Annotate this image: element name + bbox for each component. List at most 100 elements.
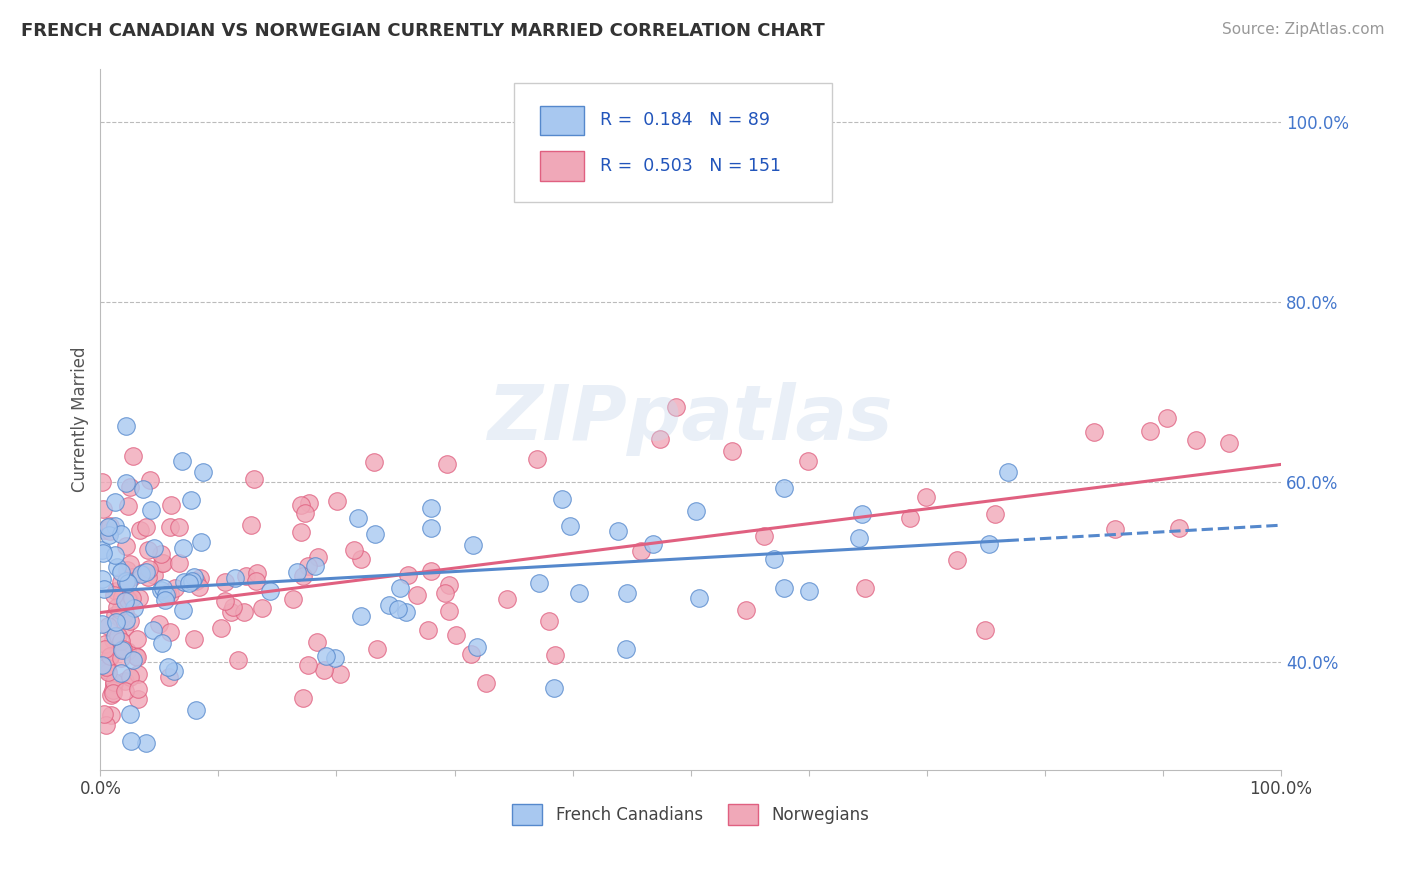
Point (172, 603, 194, 617)
Point (439, 578, 461, 592)
Point (797, 584, 820, 599)
Point (152, 581, 174, 595)
Point (1139, 424, 1161, 438)
Point (363, 527, 385, 541)
Point (156, 585, 179, 599)
Point (214, 574, 236, 589)
Point (188, 571, 211, 585)
Point (163, 665, 186, 679)
Point (209, 621, 232, 635)
Point (183, 570, 205, 584)
Point (763, 552, 786, 566)
Point (120, 734, 142, 748)
Point (136, 543, 159, 558)
Point (115, 575, 138, 590)
FancyBboxPatch shape (513, 83, 832, 202)
Point (851, 507, 873, 521)
Point (104, 583, 127, 598)
Point (853, 581, 876, 595)
Point (616, 586, 638, 600)
Point (150, 547, 173, 561)
Point (94, 718, 117, 732)
Point (117, 575, 139, 590)
Point (110, 651, 132, 665)
Point (114, 593, 136, 607)
Point (665, 401, 688, 415)
Point (378, 599, 401, 613)
Point (984, 508, 1007, 522)
Point (98, 650, 121, 665)
Point (1168, 521, 1191, 535)
Point (797, 454, 820, 468)
Point (100, 689, 122, 703)
Point (387, 602, 409, 616)
Point (97, 619, 120, 633)
Point (150, 636, 173, 650)
Point (997, 465, 1019, 479)
Point (100, 707, 122, 722)
Point (115, 563, 138, 577)
Point (395, 605, 418, 619)
Point (184, 574, 207, 589)
Point (181, 574, 204, 588)
Point (121, 449, 143, 463)
Point (347, 511, 370, 525)
Point (246, 566, 269, 580)
Point (101, 632, 124, 647)
Point (143, 567, 166, 582)
Point (495, 591, 517, 606)
Point (104, 608, 127, 623)
Point (91, 546, 114, 560)
Point (150, 556, 173, 570)
Point (167, 520, 190, 534)
Point (142, 623, 165, 637)
Point (245, 574, 267, 588)
Point (97, 527, 120, 541)
Point (773, 482, 796, 496)
Point (914, 491, 936, 505)
Point (297, 496, 319, 510)
Point (101, 686, 124, 700)
Point (97, 665, 120, 680)
Point (135, 736, 157, 750)
Point (898, 510, 921, 524)
Text: R =  0.503   N = 151: R = 0.503 N = 151 (600, 157, 780, 175)
Point (419, 500, 441, 515)
Point (127, 632, 149, 647)
Point (436, 458, 458, 472)
Point (405, 588, 427, 602)
Point (157, 670, 180, 684)
Point (93, 706, 115, 721)
Point (94, 641, 117, 656)
Point (93, 582, 115, 596)
Point (1083, 425, 1105, 439)
Point (979, 536, 1001, 550)
Point (558, 518, 581, 533)
Point (103, 588, 125, 602)
Point (104, 495, 127, 509)
Point (138, 562, 160, 576)
Point (434, 586, 457, 600)
Point (773, 581, 796, 595)
Point (219, 605, 242, 619)
Point (91, 617, 114, 632)
Point (283, 592, 305, 607)
Text: ZIPpatlas: ZIPpatlas (488, 383, 893, 457)
Text: R =  0.184   N = 89: R = 0.184 N = 89 (600, 112, 769, 129)
Point (120, 480, 142, 494)
Point (325, 494, 347, 508)
Point (118, 706, 141, 721)
Point (104, 615, 127, 630)
Point (155, 593, 177, 607)
Point (93, 637, 115, 651)
Point (103, 676, 125, 690)
Point (184, 703, 207, 717)
Point (128, 524, 150, 538)
Point (228, 653, 250, 667)
Point (323, 651, 346, 665)
Point (172, 541, 194, 556)
Point (259, 583, 281, 598)
Text: Source: ZipAtlas.com: Source: ZipAtlas.com (1222, 22, 1385, 37)
Point (437, 604, 460, 618)
Point (108, 603, 131, 617)
